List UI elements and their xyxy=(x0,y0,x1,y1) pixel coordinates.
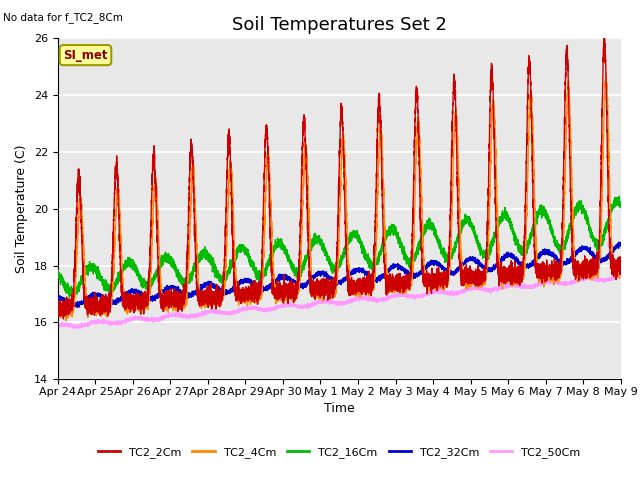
Title: Soil Temperatures Set 2: Soil Temperatures Set 2 xyxy=(232,16,447,34)
X-axis label: Time: Time xyxy=(324,402,355,415)
Text: SI_met: SI_met xyxy=(63,48,108,61)
Text: No data for f_TC2_8Cm: No data for f_TC2_8Cm xyxy=(3,12,123,23)
Legend: TC2_2Cm, TC2_4Cm, TC2_16Cm, TC2_32Cm, TC2_50Cm: TC2_2Cm, TC2_4Cm, TC2_16Cm, TC2_32Cm, TC… xyxy=(93,443,585,463)
Y-axis label: Soil Temperature (C): Soil Temperature (C) xyxy=(15,144,28,273)
